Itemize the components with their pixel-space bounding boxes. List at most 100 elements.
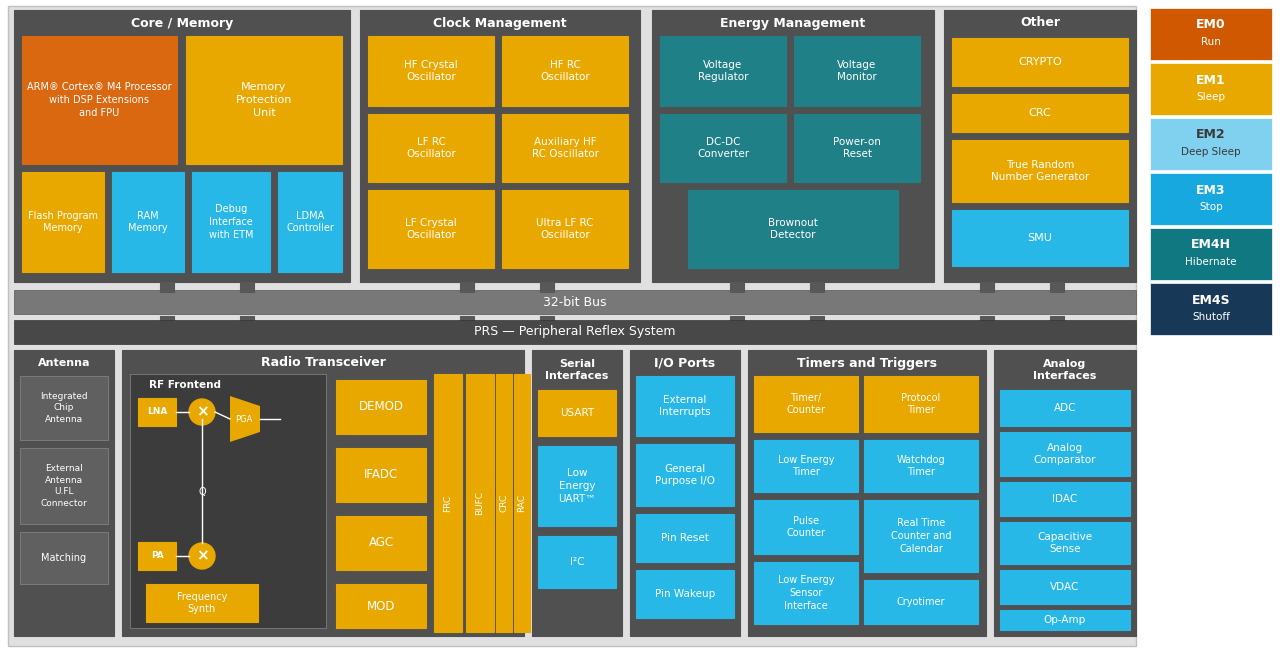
Bar <box>636 376 733 436</box>
Bar <box>160 316 174 328</box>
Bar <box>131 374 326 628</box>
Bar <box>138 398 177 426</box>
Text: Pin Wakeup: Pin Wakeup <box>655 589 716 599</box>
Circle shape <box>189 399 215 425</box>
Bar <box>810 316 824 328</box>
Bar <box>980 316 995 328</box>
Text: Radio Transceiver: Radio Transceiver <box>261 357 385 370</box>
Text: PRS — Peripheral Reflex System: PRS — Peripheral Reflex System <box>475 325 676 338</box>
Bar <box>1149 118 1272 170</box>
Bar <box>1149 228 1272 280</box>
Text: Op-Amp: Op-Amp <box>1044 615 1087 625</box>
Text: Memory
Protection
Unit: Memory Protection Unit <box>236 82 292 118</box>
Text: Serial
Interfaces: Serial Interfaces <box>545 359 609 381</box>
Text: PA: PA <box>151 552 164 561</box>
Bar <box>864 376 978 432</box>
Bar <box>14 290 1137 314</box>
Bar <box>502 114 628 182</box>
Text: DC-DC
Converter: DC-DC Converter <box>696 137 749 159</box>
Text: Other: Other <box>1020 16 1060 29</box>
Text: EM2: EM2 <box>1197 128 1226 141</box>
Bar <box>113 172 184 272</box>
Text: Protocol
Timer: Protocol Timer <box>901 393 941 415</box>
Bar <box>754 376 858 432</box>
Text: MOD: MOD <box>367 599 396 612</box>
Text: Antenna: Antenna <box>37 358 91 368</box>
Text: LF RC
Oscillator: LF RC Oscillator <box>406 137 456 159</box>
Text: Analog
Comparator: Analog Comparator <box>1034 443 1096 466</box>
Bar <box>538 446 616 526</box>
Bar <box>14 350 114 636</box>
Text: Frequency
Synth: Frequency Synth <box>177 591 227 614</box>
Bar <box>540 316 554 328</box>
Bar <box>122 350 524 636</box>
Text: Ultra LF RC
Oscillator: Ultra LF RC Oscillator <box>536 218 594 241</box>
Bar <box>630 350 740 636</box>
Bar <box>1050 282 1064 292</box>
Text: Energy Management: Energy Management <box>721 16 865 29</box>
Text: CRC: CRC <box>1029 108 1051 118</box>
Text: PGA: PGA <box>236 415 252 424</box>
Text: LF Crystal
Oscillator: LF Crystal Oscillator <box>406 218 457 241</box>
Bar <box>652 10 934 282</box>
Text: Low Energy
Timer: Low Energy Timer <box>778 454 835 477</box>
Bar <box>335 516 426 570</box>
Text: I/O Ports: I/O Ports <box>654 357 716 370</box>
Bar <box>138 542 177 570</box>
Text: DEMOD: DEMOD <box>358 400 403 413</box>
Text: Analog
Interfaces: Analog Interfaces <box>1033 359 1097 381</box>
Text: ARM® Cortex® M4 Processor
with DSP Extensions
and FPU: ARM® Cortex® M4 Processor with DSP Exten… <box>27 82 172 118</box>
Bar <box>434 374 462 632</box>
Bar <box>1000 482 1130 516</box>
Text: Flash Program
Memory: Flash Program Memory <box>28 211 99 233</box>
Bar <box>1000 522 1130 564</box>
Bar <box>20 376 108 440</box>
Text: Auxiliary HF
RC Oscillator: Auxiliary HF RC Oscillator <box>531 137 599 159</box>
Bar <box>952 94 1128 132</box>
Bar <box>335 380 426 434</box>
Bar <box>1000 390 1130 426</box>
Text: RAM
Memory: RAM Memory <box>128 211 168 233</box>
Text: Debug
Interface
with ETM: Debug Interface with ETM <box>209 204 253 240</box>
Text: FRC: FRC <box>443 494 453 512</box>
Bar <box>497 374 512 632</box>
Text: HF RC
Oscillator: HF RC Oscillator <box>540 59 590 82</box>
Text: Integrated
Chip
Antenna: Integrated Chip Antenna <box>40 392 88 424</box>
Text: SMU: SMU <box>1028 233 1052 243</box>
Bar <box>20 532 108 584</box>
Bar <box>20 448 108 524</box>
Text: Sleep: Sleep <box>1197 92 1225 102</box>
Bar <box>952 140 1128 202</box>
Bar <box>241 282 253 292</box>
Bar <box>748 350 986 636</box>
Bar <box>952 38 1128 86</box>
Bar <box>794 114 920 182</box>
Text: Power-on
Reset: Power-on Reset <box>833 137 881 159</box>
Bar <box>754 500 858 554</box>
Text: HF Crystal
Oscillator: HF Crystal Oscillator <box>404 59 458 82</box>
Text: EM4S: EM4S <box>1192 293 1230 306</box>
Bar <box>335 448 426 502</box>
Text: Deep Sleep: Deep Sleep <box>1181 147 1240 157</box>
Bar <box>1000 610 1130 630</box>
Polygon shape <box>230 396 260 442</box>
Bar <box>980 282 995 292</box>
Bar <box>660 114 786 182</box>
Bar <box>864 580 978 624</box>
Bar <box>22 36 177 164</box>
Bar <box>360 10 640 282</box>
Text: BUFC: BUFC <box>475 491 485 515</box>
Bar <box>538 390 616 436</box>
Text: Matching: Matching <box>41 553 87 563</box>
Bar <box>995 350 1137 636</box>
Bar <box>1149 8 1272 60</box>
Text: External
Antenna
U.FL
Connector: External Antenna U.FL Connector <box>41 464 87 508</box>
Bar <box>754 440 858 492</box>
Text: Brownout
Detector: Brownout Detector <box>768 218 818 241</box>
Bar <box>945 10 1137 282</box>
Bar <box>1000 432 1130 476</box>
Bar <box>241 316 253 328</box>
Bar <box>1149 63 1272 115</box>
Text: Voltage
Regulator: Voltage Regulator <box>698 59 749 82</box>
Bar <box>730 282 744 292</box>
